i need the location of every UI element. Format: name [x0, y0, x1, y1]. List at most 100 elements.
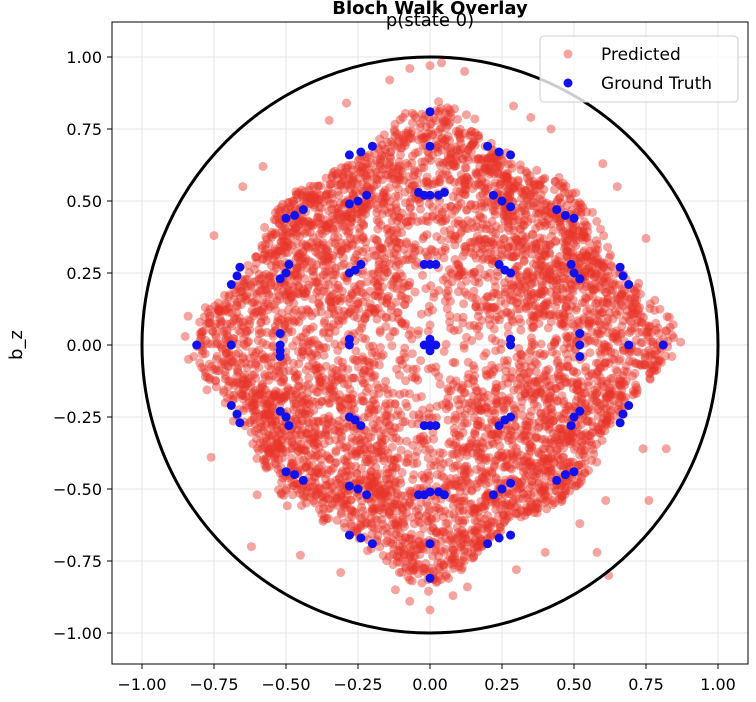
predicted-point — [631, 369, 640, 378]
predicted-point — [507, 427, 516, 436]
predicted-point — [254, 336, 263, 345]
predicted-point — [331, 268, 340, 277]
predicted-point — [302, 288, 311, 297]
predicted-point — [589, 450, 598, 459]
predicted-point — [602, 317, 611, 326]
predicted-point — [524, 301, 533, 310]
predicted-point — [537, 340, 546, 349]
predicted-point — [408, 109, 417, 118]
predicted-point — [342, 442, 351, 451]
predicted-point — [414, 326, 423, 335]
predicted-point — [528, 338, 537, 347]
predicted-point — [478, 316, 487, 325]
predicted-point — [312, 417, 321, 426]
predicted-point — [473, 324, 482, 333]
predicted-point — [343, 276, 352, 285]
predicted-point — [615, 390, 624, 399]
predicted-point — [513, 237, 522, 246]
predicted-point — [319, 241, 328, 250]
predicted-point — [312, 387, 321, 396]
predicted-point — [307, 488, 316, 497]
predicted-point — [252, 454, 261, 463]
predicted-point — [462, 333, 471, 342]
predicted-point — [312, 278, 321, 287]
predicted-point — [258, 381, 267, 390]
predicted-point — [372, 156, 381, 165]
predicted-point — [307, 339, 316, 348]
predicted-point — [504, 322, 513, 331]
predicted-point — [381, 313, 390, 322]
predicted-point — [279, 375, 288, 384]
predicted-point — [373, 446, 382, 455]
predicted-point — [302, 366, 311, 375]
predicted-point — [329, 320, 338, 329]
predicted-point — [623, 367, 632, 376]
predicted-point — [374, 389, 383, 398]
predicted-point — [523, 382, 532, 391]
predicted-point — [451, 255, 460, 264]
predicted-point — [363, 449, 372, 458]
predicted-point — [243, 363, 252, 372]
predicted-point — [394, 192, 403, 201]
predicted-point — [408, 254, 417, 263]
predicted-point — [587, 327, 596, 336]
predicted-point — [388, 171, 397, 180]
predicted-point — [471, 427, 480, 436]
predicted-point — [344, 394, 353, 403]
predicted-point — [293, 262, 302, 271]
predicted-point — [408, 373, 417, 382]
predicted-point — [529, 323, 538, 332]
predicted-point — [289, 367, 298, 376]
predicted-point — [338, 358, 347, 367]
predicted-point — [283, 501, 292, 510]
predicted-point — [636, 338, 645, 347]
predicted-point — [603, 243, 612, 252]
predicted-point — [305, 400, 314, 409]
predicted-point — [448, 277, 457, 286]
predicted-point — [352, 285, 361, 294]
predicted-point — [408, 118, 417, 127]
predicted-point — [295, 489, 304, 498]
predicted-point — [442, 404, 451, 413]
predicted-point — [562, 349, 571, 358]
predicted-point — [263, 399, 272, 408]
predicted-point — [441, 297, 450, 306]
predicted-point — [547, 405, 556, 414]
predicted-point — [317, 378, 326, 387]
predicted-point — [372, 415, 381, 424]
predicted-point — [304, 373, 313, 382]
predicted-point — [317, 461, 326, 470]
predicted-point — [479, 502, 488, 511]
predicted-point — [551, 237, 560, 246]
predicted-point — [322, 481, 331, 490]
predicted-point — [571, 482, 580, 491]
predicted-point — [576, 430, 585, 439]
predicted-point — [392, 411, 401, 420]
predicted-point — [508, 164, 517, 173]
predicted-point — [603, 379, 612, 388]
predicted-point — [310, 499, 319, 508]
predicted-point — [292, 254, 301, 263]
predicted-point — [607, 261, 616, 270]
predicted-point — [424, 587, 433, 596]
predicted-point — [444, 393, 453, 402]
predicted-point — [306, 325, 315, 334]
predicted-point — [506, 292, 515, 301]
predicted-point — [462, 276, 471, 285]
predicted-point — [405, 566, 414, 575]
predicted-point — [462, 110, 471, 119]
predicted-point — [500, 181, 509, 190]
predicted-point — [359, 370, 368, 379]
predicted-point — [396, 528, 405, 537]
predicted-point — [373, 225, 382, 234]
predicted-point — [586, 336, 595, 345]
predicted-point — [409, 410, 418, 419]
predicted-point — [424, 154, 433, 163]
predicted-point — [569, 367, 578, 376]
predicted-point — [322, 174, 331, 183]
predicted-point — [358, 392, 367, 401]
predicted-point — [534, 304, 543, 313]
predicted-point — [363, 519, 372, 528]
predicted-point — [446, 175, 455, 184]
predicted-point — [312, 364, 321, 373]
